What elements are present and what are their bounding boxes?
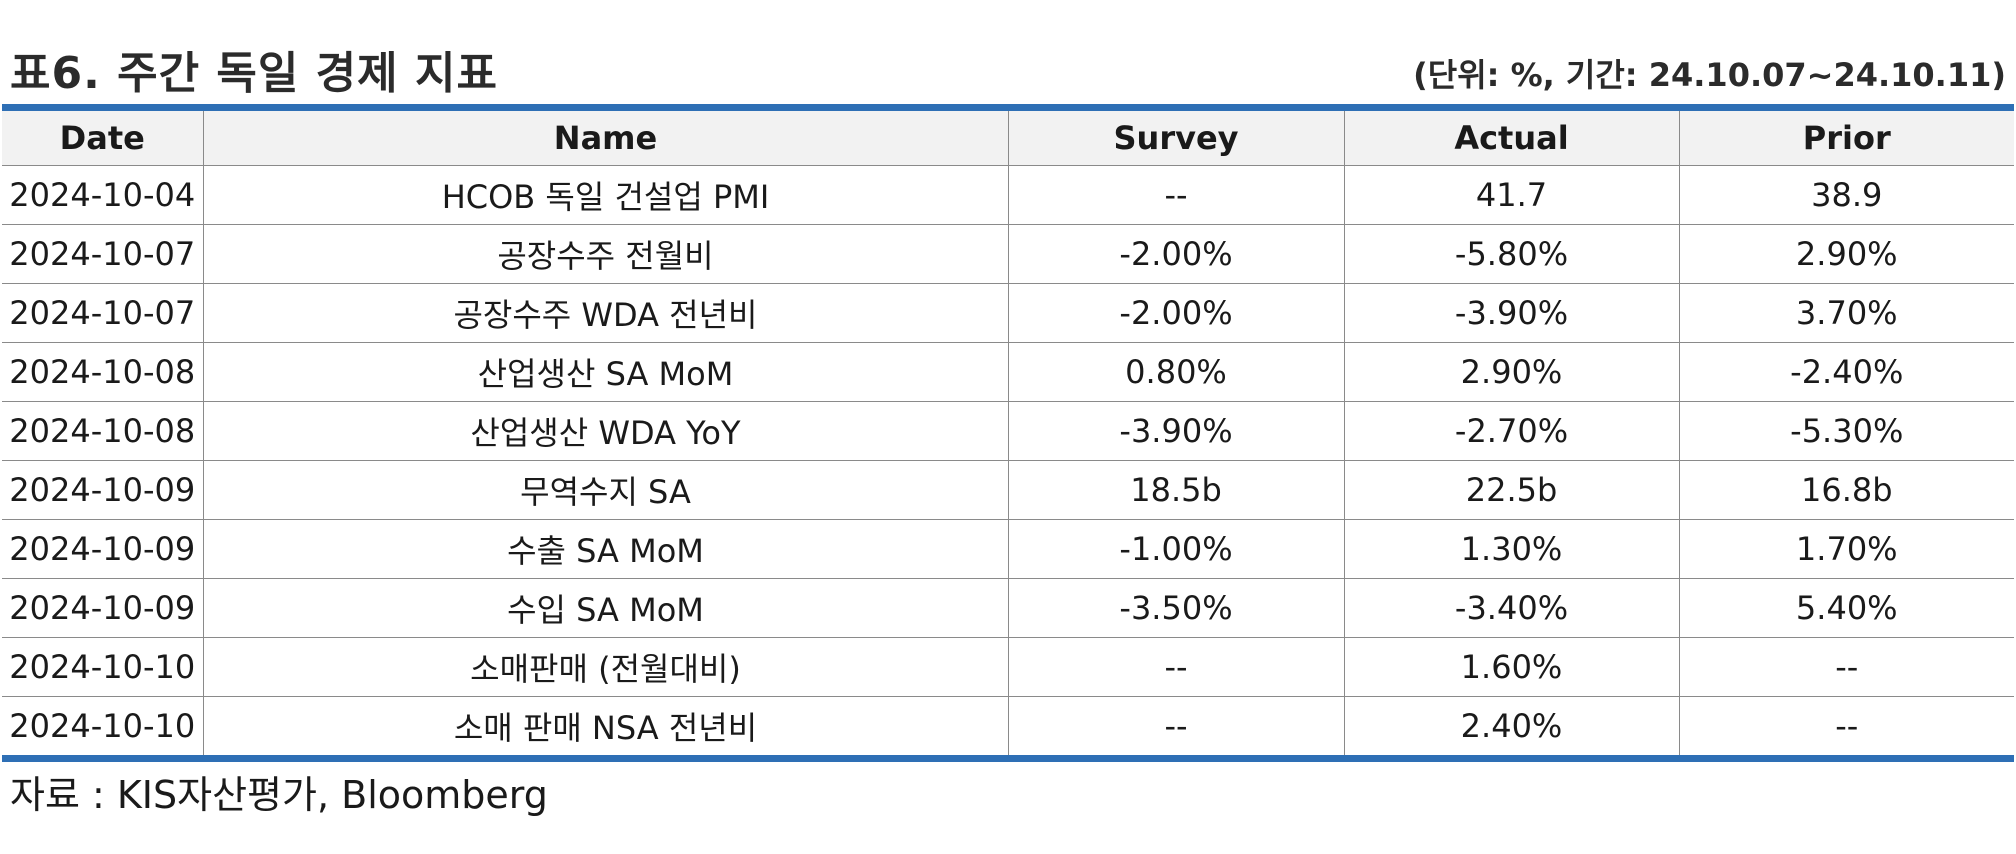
cell-date: 2024-10-09 [2,578,203,638]
cell-actual: 2.90% [1343,342,1679,402]
cell-survey: -- [1007,637,1344,697]
cell-actual: -2.70% [1343,401,1679,461]
table-row: 2024-10-10 소매판매 (전월대비) -- 1.60% -- [2,637,2014,697]
table-row: 2024-10-04 HCOB 독일 건설업 PMI -- 41.7 38.9 [2,165,2014,225]
cell-actual: -5.80% [1343,224,1679,284]
column-header-actual: Actual [1343,111,1679,166]
cell-prior: 5.40% [1678,578,2014,638]
cell-date: 2024-10-07 [2,283,203,343]
table-title: 표6. 주간 독일 경제 지표 [10,48,498,99]
cell-prior: 2.90% [1678,224,2014,284]
cell-prior: 3.70% [1678,283,2014,343]
cell-actual: -3.40% [1343,578,1679,638]
cell-prior: 38.9 [1678,165,2014,225]
source-note: 자료 : KIS자산평가, Bloomberg [10,773,548,817]
cell-survey: -- [1007,165,1344,225]
cell-name: 무역수지 SA [202,460,1008,520]
table-row: 2024-10-09 무역수지 SA 18.5b 22.5b 16.8b [2,460,2014,520]
column-header-date: Date [2,111,203,166]
column-header-survey: Survey [1007,111,1344,166]
cell-survey: -2.00% [1007,224,1344,284]
cell-date: 2024-10-04 [2,165,203,225]
cell-actual: 2.40% [1343,696,1679,755]
cell-prior: -2.40% [1678,342,2014,402]
cell-name: 소매 판매 NSA 전년비 [202,696,1008,755]
table-row: 2024-10-09 수출 SA MoM -1.00% 1.30% 1.70% [2,519,2014,579]
table-row: 2024-10-08 산업생산 WDA YoY -3.90% -2.70% -5… [2,401,2014,461]
cell-prior: 1.70% [1678,519,2014,579]
cell-survey: 0.80% [1007,342,1344,402]
cell-survey: -- [1007,696,1344,755]
table-row: 2024-10-07 공장수주 전월비 -2.00% -5.80% 2.90% [2,224,2014,284]
table-row: 2024-10-10 소매 판매 NSA 전년비 -- 2.40% -- [2,696,2014,755]
table-row: 2024-10-09 수입 SA MoM -3.50% -3.40% 5.40% [2,578,2014,638]
table-row: 2024-10-07 공장수주 WDA 전년비 -2.00% -3.90% 3.… [2,283,2014,343]
indicator-table-frame: Date Name Survey Actual Prior 2024-10-04… [2,104,2014,762]
cell-date: 2024-10-08 [2,342,203,402]
cell-actual: -3.90% [1343,283,1679,343]
cell-survey: -2.00% [1007,283,1344,343]
cell-date: 2024-10-09 [2,460,203,520]
cell-prior: -- [1678,696,2014,755]
cell-survey: 18.5b [1007,460,1344,520]
cell-date: 2024-10-08 [2,401,203,461]
cell-actual: 1.60% [1343,637,1679,697]
cell-actual: 22.5b [1343,460,1679,520]
cell-name: HCOB 독일 건설업 PMI [202,165,1008,225]
cell-survey: -3.50% [1007,578,1344,638]
cell-date: 2024-10-10 [9,707,196,745]
cell-prior: -5.30% [1678,401,2014,461]
economic-indicator-table: Date Name Survey Actual Prior 2024-10-04… [2,111,2014,755]
title-row: 표6. 주간 독일 경제 지표 (단위: %, 기간: 24.10.07~24.… [0,44,2016,104]
unit-period-note: (단위: %, 기간: 24.10.07~24.10.11) [1413,56,2006,94]
cell-name: 공장수주 전월비 [202,224,1008,284]
cell-actual: 41.7 [1343,165,1679,225]
cell-survey: -1.00% [1007,519,1344,579]
cell-name: 수출 SA MoM [202,519,1008,579]
cell-name: 소매판매 (전월대비) [202,637,1008,697]
column-header-name: Name [202,111,1008,166]
cell-name: 산업생산 SA MoM [202,342,1008,402]
table-row: 2024-10-08 산업생산 SA MoM 0.80% 2.90% -2.40… [2,342,2014,402]
cell-prior: -- [1678,637,2014,697]
column-header-prior: Prior [1678,111,2014,166]
cell-actual: 1.30% [1343,519,1679,579]
cell-name: 수입 SA MoM [202,578,1008,638]
cell-survey: -3.90% [1007,401,1344,461]
cell-name: 공장수주 WDA 전년비 [202,283,1008,343]
cell-date: 2024-10-10 [2,637,203,697]
cell-name: 산업생산 WDA YoY [202,401,1008,461]
table-header-row: Date Name Survey Actual Prior [2,111,2014,166]
cell-date: 2024-10-09 [2,519,203,579]
cell-prior: 16.8b [1678,460,2014,520]
cell-date: 2024-10-07 [2,224,203,284]
